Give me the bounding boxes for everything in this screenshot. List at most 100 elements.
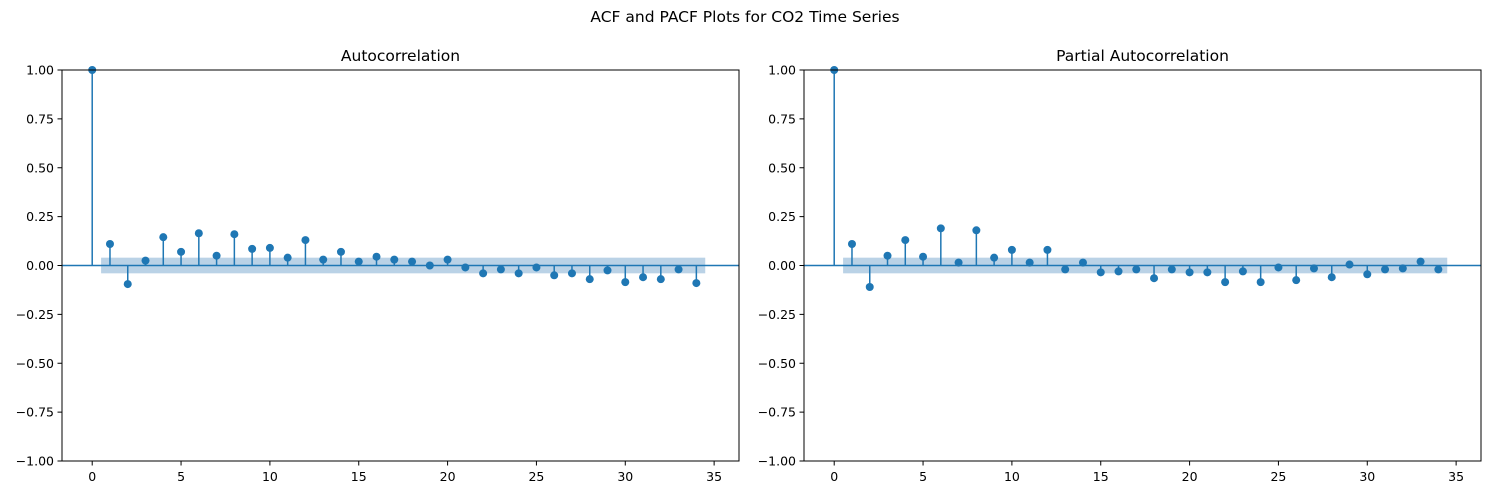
acf-marker-lag-15 <box>354 257 363 266</box>
pacf-x-tick-label-15: 15 <box>1093 469 1109 484</box>
acf-marker-lag-31 <box>639 273 648 282</box>
acf-marker-lag-20 <box>443 255 452 264</box>
acf-y-tick-label-1: −0.75 <box>16 405 54 420</box>
pacf-y-tick-label-4: 0.00 <box>768 258 796 273</box>
acf-marker-lag-13 <box>319 255 328 264</box>
pacf-marker-lag-14 <box>1078 258 1087 267</box>
acf-marker-lag-34 <box>692 279 701 288</box>
acf-x-tick-label-15: 15 <box>351 469 367 484</box>
acf-marker-lag-9 <box>248 244 257 253</box>
pacf-marker-lag-7 <box>954 258 963 267</box>
pacf-x-tick-label-25: 25 <box>1270 469 1286 484</box>
pacf-y-tick-label-8: 1.00 <box>768 63 796 78</box>
acf-marker-lag-17 <box>390 255 399 264</box>
acf-marker-lag-11 <box>283 253 292 262</box>
pacf-marker-lag-34 <box>1434 265 1443 274</box>
acf-marker-lag-25 <box>532 263 541 272</box>
acf-y-tick-label-4: 0.00 <box>26 258 54 273</box>
pacf-x-tick-label-0: 0 <box>830 469 838 484</box>
pacf-x-tick-label-10: 10 <box>1004 469 1020 484</box>
pacf-y-tick-label-1: −0.75 <box>758 405 796 420</box>
pacf-marker-lag-21 <box>1203 268 1212 277</box>
acf-marker-lag-29 <box>603 266 612 275</box>
acf-marker-lag-18 <box>408 257 417 266</box>
pacf-marker-lag-27 <box>1309 264 1318 273</box>
acf-marker-lag-24 <box>514 269 523 278</box>
pacf-subplot-title: Partial Autocorrelation <box>1056 47 1229 65</box>
acf-marker-lag-1 <box>105 239 114 248</box>
pacf-x-tick-label-5: 5 <box>919 469 927 484</box>
pacf-marker-lag-10 <box>1007 245 1016 254</box>
pacf-marker-lag-28 <box>1327 273 1336 282</box>
acf-y-tick-label-5: 0.25 <box>26 209 54 224</box>
acf-subplot-title: Autocorrelation <box>341 47 460 65</box>
pacf-marker-lag-2 <box>865 283 874 292</box>
acf-marker-lag-32 <box>656 275 665 284</box>
acf-marker-lag-26 <box>550 271 559 280</box>
acf-marker-lag-33 <box>674 265 683 274</box>
acf-marker-lag-27 <box>567 269 576 278</box>
pacf-marker-lag-12 <box>1043 245 1052 254</box>
pacf-marker-lag-24 <box>1256 278 1265 287</box>
acf-marker-lag-14 <box>336 247 345 256</box>
pacf-marker-lag-20 <box>1185 268 1194 277</box>
pacf-marker-lag-32 <box>1398 264 1407 273</box>
pacf-marker-lag-22 <box>1221 278 1230 287</box>
pacf-y-tick-label-7: 0.75 <box>768 111 796 126</box>
pacf-marker-lag-31 <box>1381 265 1390 274</box>
pacf-marker-lag-5 <box>919 252 928 261</box>
pacf-marker-lag-9 <box>990 253 999 262</box>
acf-marker-lag-8 <box>230 230 239 239</box>
acf-y-tick-label-8: 1.00 <box>26 63 54 78</box>
pacf-y-tick-label-2: −0.50 <box>758 356 796 371</box>
pacf-marker-lag-1 <box>847 239 856 248</box>
acf-marker-lag-5 <box>177 247 186 256</box>
acf-marker-lag-10 <box>265 243 274 252</box>
pacf-y-tick-label-5: 0.25 <box>768 209 796 224</box>
pacf-y-tick-label-0: −1.00 <box>758 454 796 469</box>
pacf-marker-lag-29 <box>1345 260 1354 269</box>
pacf-x-tick-label-30: 30 <box>1359 469 1375 484</box>
pacf-marker-lag-30 <box>1363 270 1372 279</box>
acf-x-tick-label-30: 30 <box>617 469 633 484</box>
acf-y-tick-label-0: −1.00 <box>16 454 54 469</box>
acf-marker-lag-23 <box>496 265 505 274</box>
acf-x-tick-label-35: 35 <box>706 469 722 484</box>
pacf-marker-lag-17 <box>1132 265 1141 274</box>
pacf-y-tick-label-6: 0.50 <box>768 160 796 175</box>
pacf-x-tick-label-20: 20 <box>1182 469 1198 484</box>
pacf-subplot: Partial Autocorrelation 0 5 10 15 20 25 30 35 −1… <box>758 47 1482 484</box>
pacf-marker-lag-4 <box>901 236 910 245</box>
pacf-y-tick-label-3: −0.25 <box>758 307 796 322</box>
pacf-marker-lag-15 <box>1096 268 1105 277</box>
pacf-marker-lag-11 <box>1025 258 1034 267</box>
pacf-marker-lag-23 <box>1238 267 1247 276</box>
acf-y-tick-label-7: 0.75 <box>26 111 54 126</box>
pacf-marker-lag-16 <box>1114 267 1123 276</box>
acf-marker-lag-3 <box>141 256 150 265</box>
pacf-x-tick-label-35: 35 <box>1448 469 1464 484</box>
acf-subplot: Autocorrelation 0 5 10 15 20 25 30 35 −1.00 −0.75… <box>16 47 740 484</box>
acf-marker-lag-16 <box>372 252 381 261</box>
pacf-marker-lag-26 <box>1292 276 1301 285</box>
pacf-marker-lag-3 <box>883 251 892 260</box>
acf-marker-lag-28 <box>585 275 594 284</box>
acf-y-tick-label-2: −0.50 <box>16 356 54 371</box>
figure-title: ACF and PACF Plots for CO2 Time Series <box>590 8 900 26</box>
acf-x-tick-label-10: 10 <box>262 469 278 484</box>
pacf-marker-lag-13 <box>1061 265 1070 274</box>
acf-marker-lag-22 <box>479 269 488 278</box>
pacf-marker-lag-19 <box>1167 265 1176 274</box>
acf-marker-lag-21 <box>461 263 470 272</box>
pacf-marker-lag-18 <box>1150 274 1159 283</box>
acf-x-tick-label-0: 0 <box>88 469 96 484</box>
acf-marker-lag-12 <box>301 236 310 245</box>
acf-marker-lag-19 <box>425 261 434 270</box>
acf-marker-lag-6 <box>194 229 203 238</box>
acf-x-tick-label-25: 25 <box>528 469 544 484</box>
pacf-marker-lag-6 <box>936 224 945 233</box>
pacf-marker-lag-8 <box>972 226 981 235</box>
pacf-marker-lag-25 <box>1274 263 1283 272</box>
acf-marker-lag-4 <box>159 233 168 242</box>
